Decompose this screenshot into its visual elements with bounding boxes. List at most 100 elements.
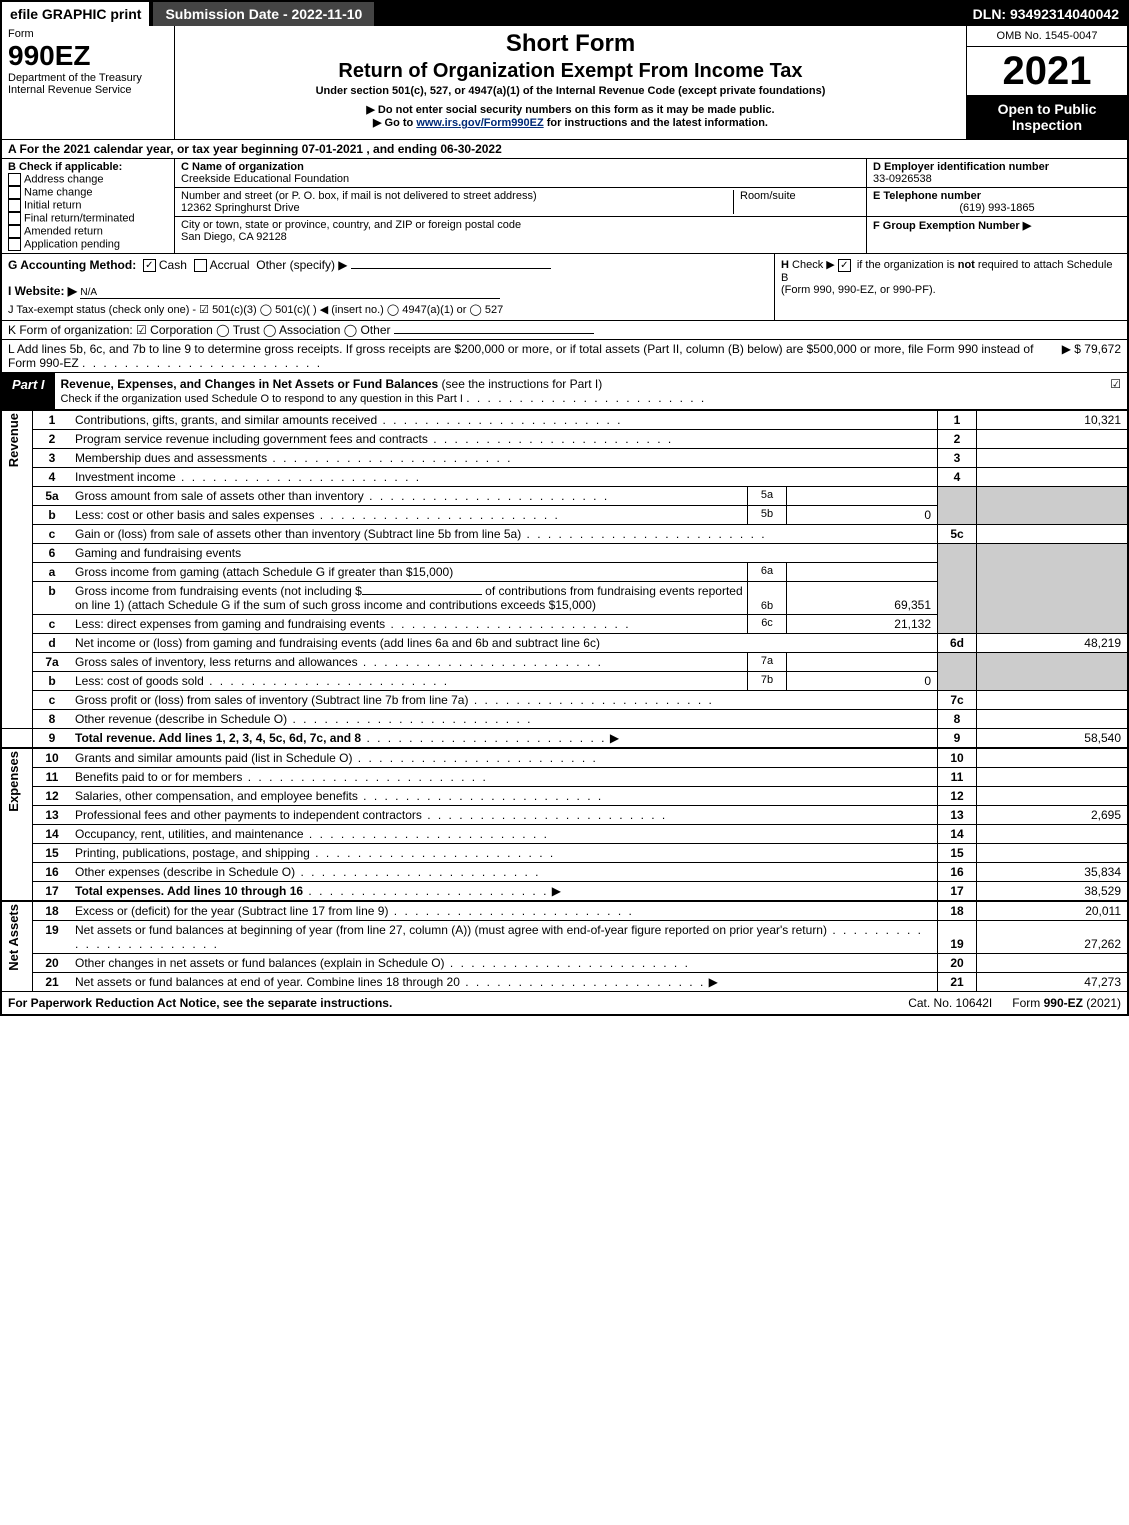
line-17-rnum: 17 bbox=[938, 882, 977, 902]
line-6b-desc: Gross income from fundraising events (no… bbox=[71, 582, 748, 615]
checkbox-name-change[interactable] bbox=[8, 186, 21, 199]
line-6d-rnum: 6d bbox=[938, 634, 977, 653]
line-8-desc: Other revenue (describe in Schedule O) bbox=[71, 710, 938, 729]
line-21-arrow: ▶ bbox=[709, 975, 718, 989]
form-990ez: efile GRAPHIC print Submission Date - 20… bbox=[0, 0, 1129, 1016]
line-7b-desc: Less: cost of goods sold bbox=[71, 672, 748, 691]
expenses-side-label: Expenses bbox=[2, 748, 33, 901]
line-5a-desc: Gross amount from sale of assets other t… bbox=[71, 487, 748, 506]
header-center: Short Form Return of Organization Exempt… bbox=[175, 26, 966, 139]
irs-link[interactable]: www.irs.gov/Form990EZ bbox=[416, 117, 543, 129]
revenue-side-label: Revenue bbox=[2, 411, 33, 729]
other-specify-line bbox=[351, 268, 551, 269]
form-header: Form 990EZ Department of the Treasury In… bbox=[2, 26, 1127, 140]
line-7a-num: 7a bbox=[33, 653, 72, 672]
omb-number: OMB No. 1545-0047 bbox=[967, 26, 1127, 47]
line-21-rnum: 21 bbox=[938, 973, 977, 992]
efile-print-label[interactable]: efile GRAPHIC print bbox=[2, 2, 149, 26]
line-5c-desc: Gain or (loss) from sale of assets other… bbox=[71, 525, 938, 544]
checkbox-amended-return[interactable] bbox=[8, 225, 21, 238]
label-initial-return: Initial return bbox=[24, 199, 81, 211]
line-5c-rnum: 5c bbox=[938, 525, 977, 544]
line-5c-value bbox=[977, 525, 1128, 544]
line-2-rnum: 2 bbox=[938, 430, 977, 449]
line-2-desc: Program service revenue including govern… bbox=[71, 430, 938, 449]
line-7b-mn: 7b bbox=[748, 672, 787, 691]
line-6-desc: Gaming and fundraising events bbox=[71, 544, 938, 563]
checkbox-address-change[interactable] bbox=[8, 173, 21, 186]
line-18-value: 20,011 bbox=[977, 901, 1128, 921]
section-b-to-f: B Check if applicable: Address change Na… bbox=[2, 159, 1127, 254]
line-17-value: 38,529 bbox=[977, 882, 1128, 902]
line-7a-mv bbox=[787, 653, 938, 672]
label-application-pending: Application pending bbox=[24, 238, 120, 250]
line-12-num: 12 bbox=[33, 787, 72, 806]
checkbox-accrual[interactable] bbox=[194, 259, 207, 272]
label-accrual: Accrual bbox=[210, 258, 250, 272]
line-12-value bbox=[977, 787, 1128, 806]
line-4-num: 4 bbox=[33, 468, 72, 487]
line-10-num: 10 bbox=[33, 748, 72, 768]
line-16-value: 35,834 bbox=[977, 863, 1128, 882]
line-2-value bbox=[977, 430, 1128, 449]
line-7c-desc: Gross profit or (loss) from sales of inv… bbox=[71, 691, 938, 710]
line-10-rnum: 10 bbox=[938, 748, 977, 768]
part-i-checkbox[interactable]: ☑ bbox=[1085, 373, 1127, 409]
h-text2: if the organization is bbox=[857, 259, 958, 271]
form-label: Form bbox=[8, 28, 168, 40]
line-16-num: 16 bbox=[33, 863, 72, 882]
line-6-grey bbox=[938, 544, 977, 634]
line-6b-mv: 69,351 bbox=[787, 582, 938, 615]
line-15-num: 15 bbox=[33, 844, 72, 863]
line-6a-mn: 6a bbox=[748, 563, 787, 582]
line-13-num: 13 bbox=[33, 806, 72, 825]
subtitle-501c: Under section 501(c), 527, or 4947(a)(1)… bbox=[181, 85, 960, 97]
checkbox-cash[interactable]: ✓ bbox=[143, 259, 156, 272]
checkbox-initial-return[interactable] bbox=[8, 199, 21, 212]
line-9-num: 9 bbox=[33, 729, 72, 749]
label-cash: Cash bbox=[159, 258, 187, 272]
short-form-title: Short Form bbox=[181, 30, 960, 58]
h-text4: (Form 990, 990-EZ, or 990-PF). bbox=[781, 284, 936, 296]
line-7b-mv: 0 bbox=[787, 672, 938, 691]
line-7a-desc: Gross sales of inventory, less returns a… bbox=[71, 653, 748, 672]
line-17-arrow: ▶ bbox=[552, 884, 561, 898]
line-10-value bbox=[977, 748, 1128, 768]
line-6d-value: 48,219 bbox=[977, 634, 1128, 653]
org-other-line bbox=[394, 333, 594, 334]
phone-label: E Telephone number bbox=[873, 190, 981, 202]
row-l-text: L Add lines 5b, 6c, and 7b to line 9 to … bbox=[8, 342, 1052, 370]
line-5b-mv: 0 bbox=[787, 506, 938, 525]
col-b-checkboxes: B Check if applicable: Address change Na… bbox=[2, 159, 175, 253]
header-right: OMB No. 1545-0047 2021 Open to Public In… bbox=[966, 26, 1127, 139]
line-20-num: 20 bbox=[33, 954, 72, 973]
line-11-desc: Benefits paid to or for members bbox=[71, 768, 938, 787]
checkbox-schedule-b[interactable]: ✓ bbox=[838, 259, 851, 272]
line-7b-num: b bbox=[33, 672, 72, 691]
line-6b-num: b bbox=[33, 582, 72, 615]
netassets-side-label: Net Assets bbox=[2, 901, 33, 991]
header-left: Form 990EZ Department of the Treasury In… bbox=[2, 26, 175, 139]
line-7c-rnum: 7c bbox=[938, 691, 977, 710]
line-6a-mv bbox=[787, 563, 938, 582]
line-9-arrow: ▶ bbox=[610, 731, 619, 745]
line-4-value bbox=[977, 468, 1128, 487]
line-5b-num: b bbox=[33, 506, 72, 525]
org-name: Creekside Educational Foundation bbox=[181, 173, 860, 185]
line-6c-num: c bbox=[33, 615, 72, 634]
col-d-to-f: D Employer identification number 33-0926… bbox=[866, 159, 1127, 253]
footer-center: Cat. No. 10642I bbox=[888, 996, 1012, 1010]
label-final-return: Final return/terminated bbox=[24, 212, 135, 224]
line-8-rnum: 8 bbox=[938, 710, 977, 729]
subtitle-goto: ▶ Go to www.irs.gov/Form990EZ for instru… bbox=[181, 116, 960, 129]
dln-number: DLN: 93492314040042 bbox=[965, 2, 1127, 26]
part-i-checkline: Check if the organization used Schedule … bbox=[61, 393, 463, 405]
org-name-label: C Name of organization bbox=[181, 161, 304, 173]
line-6a-num: a bbox=[33, 563, 72, 582]
line-15-desc: Printing, publications, postage, and shi… bbox=[71, 844, 938, 863]
line-4-desc: Investment income bbox=[71, 468, 938, 487]
checkbox-application-pending[interactable] bbox=[8, 238, 21, 251]
group-exemption-label: F Group Exemption Number ▶ bbox=[873, 220, 1031, 232]
row-k: K Form of organization: ☑ Corporation ◯ … bbox=[2, 321, 1127, 340]
checkbox-final-return[interactable] bbox=[8, 212, 21, 225]
